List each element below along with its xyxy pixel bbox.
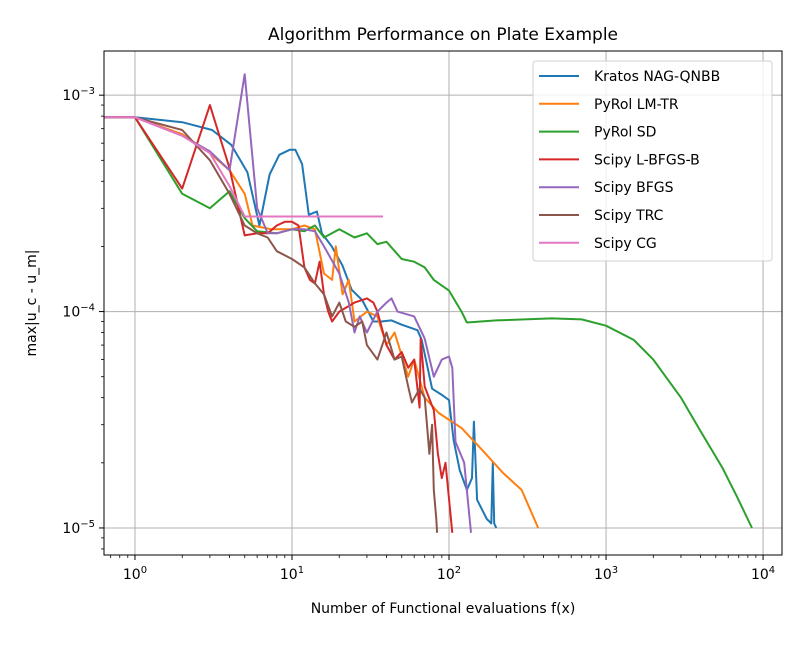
y-tick-label: 10−4 (62, 303, 95, 321)
x-tick-label: 102 (437, 565, 461, 583)
legend-label: Scipy L-BFGS-B (594, 152, 700, 168)
y-tick-label: 10−5 (62, 519, 95, 537)
series-line-4 (104, 73, 472, 533)
legend-label: PyRol SD (594, 125, 656, 141)
legend-label: Scipy TRC (594, 208, 664, 224)
legend-label: Scipy CG (594, 236, 657, 252)
series-line-6 (104, 116, 383, 218)
legend-box (532, 60, 773, 262)
ticks: 100 101 102 103 104 10−3 10−4 10−5 (62, 86, 775, 583)
legend-label: PyRol LM-TR (594, 97, 679, 113)
series-line-3 (104, 104, 454, 533)
series-line-2 (104, 116, 753, 529)
chart-title: Algorithm Performance on Plate Example (268, 25, 618, 45)
series-line-5 (104, 116, 439, 533)
plot-frame (103, 50, 783, 556)
series-line-1 (104, 116, 540, 529)
legend-label: Kratos NAG-QNBB (594, 69, 720, 85)
x-tick-label: 103 (594, 565, 618, 583)
x-tick-label: 101 (280, 565, 304, 583)
series-line-0 (104, 116, 498, 529)
series-lines (104, 73, 753, 533)
x-tick-label: 104 (751, 565, 775, 583)
x-axis-label: Number of Functional evaluations f(x) (311, 601, 576, 617)
legend: Kratos NAG-QNBB PyRol LM-TR PyRol SD Scipy … (532, 60, 773, 262)
legend-label: Scipy BFGS (594, 180, 674, 196)
y-axis-label: max|u_c - u_m| (24, 250, 40, 357)
y-tick-label: 10−3 (62, 86, 95, 104)
x-tick-label: 100 (123, 565, 147, 583)
